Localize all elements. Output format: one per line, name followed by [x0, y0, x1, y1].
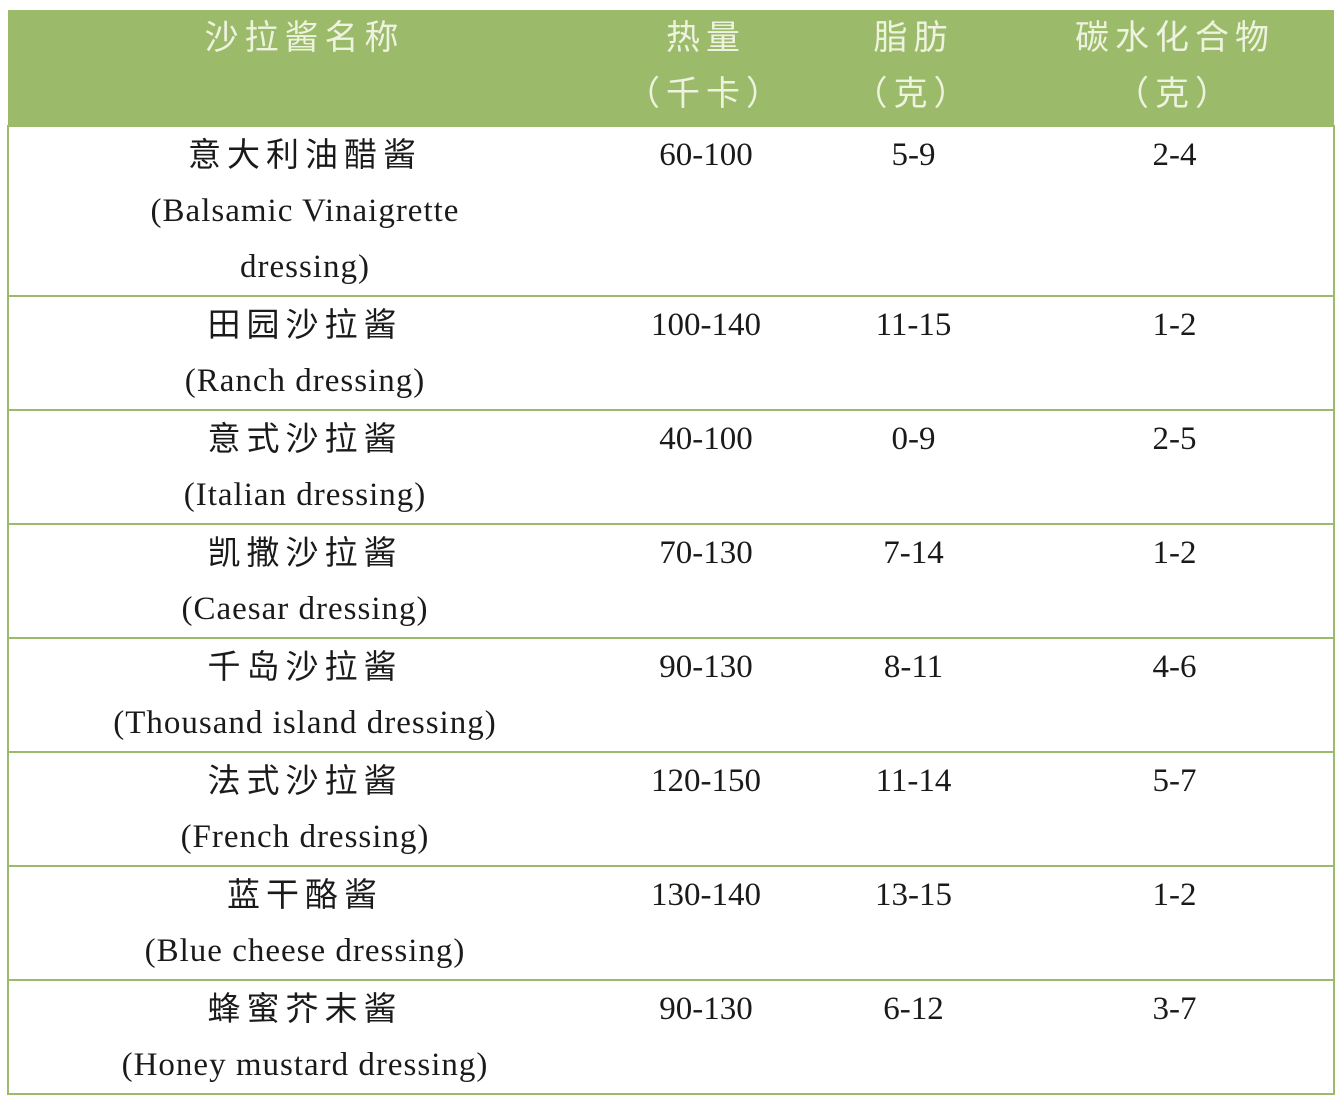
header-name: 沙拉酱名称: [8, 10, 601, 126]
carbs-cell: 4-6: [1016, 637, 1335, 752]
header-fat-line2: （克）: [853, 74, 974, 114]
carbs-cell: 1-2: [1016, 865, 1335, 980]
dressing-name-en: (Thousand island dressing): [113, 705, 497, 741]
dressing-name-zh: 法式沙拉酱: [207, 761, 403, 800]
dressing-name-cell: 法式沙拉酱 (French dressing): [7, 751, 601, 866]
calories-cell: 120-150: [601, 751, 811, 866]
dressing-name-cell: 凯撒沙拉酱 (Caesar dressing): [7, 523, 601, 638]
carbs-cell: 5-7: [1016, 751, 1335, 866]
carbs-cell: 1-2: [1016, 295, 1335, 410]
calories-cell: 70-130: [601, 523, 811, 638]
dressing-name-en: (French dressing): [180, 819, 430, 855]
table-row: 意大利油醋酱 (Balsamic Vinaigrette dressing) 60-…: [7, 125, 1335, 296]
table-row: 凯撒沙拉酱 (Caesar dressing) 70-130 7-14 1-2: [7, 523, 1335, 638]
dressing-name-en: (Caesar dressing): [181, 591, 429, 627]
header-calories-line1: 热量: [666, 18, 746, 58]
dressing-name-cell: 意大利油醋酱 (Balsamic Vinaigrette dressing): [7, 125, 601, 296]
header-name-text: 沙拉酱名称: [204, 18, 405, 58]
dressing-name-zh: 千岛沙拉酱: [207, 647, 403, 686]
dressing-name-zh: 凯撒沙拉酱: [207, 533, 403, 572]
fat-cell: 6-12: [811, 979, 1016, 1095]
header-calories-line2: （千卡）: [626, 74, 786, 114]
dressing-name-en: (Ranch dressing): [184, 363, 426, 399]
header-calories: 热量 （千卡）: [601, 10, 811, 126]
dressing-name-en: (Honey mustard dressing): [121, 1047, 489, 1083]
dressing-name-cell: 千岛沙拉酱 (Thousand island dressing): [7, 637, 601, 752]
table-row: 法式沙拉酱 (French dressing) 120-150 11-14 5-7: [7, 751, 1335, 866]
fat-cell: 11-15: [811, 295, 1016, 410]
table-row: 千岛沙拉酱 (Thousand island dressing) 90-130 8-1…: [7, 637, 1335, 752]
header-carbs-line2: （克）: [1115, 74, 1235, 114]
fat-cell: 0-9: [811, 409, 1016, 524]
calories-cell: 100-140: [601, 295, 811, 410]
fat-cell: 13-15: [811, 865, 1016, 980]
table-row: 蜂蜜芥末酱 (Honey mustard dressing) 90-130 6-12 3…: [7, 979, 1335, 1095]
dressing-name-cell: 蓝干酪酱 (Blue cheese dressing): [7, 865, 601, 980]
dressing-name-en: (Balsamic Vinaigrette dressing): [150, 193, 460, 285]
salad-dressing-nutrition-table: 沙拉酱名称 热量 （千卡） 脂肪 （克） 碳水化合物 （克） 意大利油醋酱 (Balsa…: [7, 10, 1335, 1095]
calories-cell: 90-130: [601, 979, 811, 1095]
table-row: 田园沙拉酱 (Ranch dressing) 100-140 11-15 1-2: [7, 295, 1335, 410]
dressing-name-en: (Italian dressing): [183, 477, 427, 513]
table-row: 意式沙拉酱 (Italian dressing) 40-100 0-9 2-5: [7, 409, 1335, 524]
header-carbs: 碳水化合物 （克）: [1016, 10, 1334, 126]
table-row: 蓝干酪酱 (Blue cheese dressing) 130-140 13-15 1-…: [7, 865, 1335, 980]
carbs-cell: 2-4: [1016, 125, 1335, 296]
dressing-name-zh: 田园沙拉酱: [207, 305, 403, 344]
dressing-name-zh: 意式沙拉酱: [207, 419, 403, 458]
carbs-cell: 2-5: [1016, 409, 1335, 524]
calories-cell: 90-130: [601, 637, 811, 752]
fat-cell: 8-11: [811, 637, 1016, 752]
fat-cell: 7-14: [811, 523, 1016, 638]
calories-cell: 130-140: [601, 865, 811, 980]
calories-cell: 60-100: [601, 125, 811, 296]
header-carbs-line1: 碳水化合物: [1075, 18, 1275, 58]
fat-cell: 11-14: [811, 751, 1016, 866]
header-row: 沙拉酱名称 热量 （千卡） 脂肪 （克） 碳水化合物 （克）: [8, 10, 1334, 126]
fat-cell: 5-9: [811, 125, 1016, 296]
header-fat-line1: 脂肪: [873, 18, 954, 58]
header-fat: 脂肪 （克）: [811, 10, 1016, 126]
dressing-name-zh: 蓝干酪酱: [227, 875, 383, 914]
dressing-name-cell: 意式沙拉酱 (Italian dressing): [7, 409, 601, 524]
dressing-name-zh: 蜂蜜芥末酱: [207, 989, 403, 1028]
dressing-name-cell: 田园沙拉酱 (Ranch dressing): [7, 295, 601, 410]
calories-cell: 40-100: [601, 409, 811, 524]
dressing-name-en: (Blue cheese dressing): [144, 933, 466, 969]
carbs-cell: 3-7: [1016, 979, 1335, 1095]
dressing-name-zh: 意大利油醋酱: [188, 135, 422, 174]
carbs-cell: 1-2: [1016, 523, 1335, 638]
dressing-name-cell: 蜂蜜芥末酱 (Honey mustard dressing): [7, 979, 601, 1095]
